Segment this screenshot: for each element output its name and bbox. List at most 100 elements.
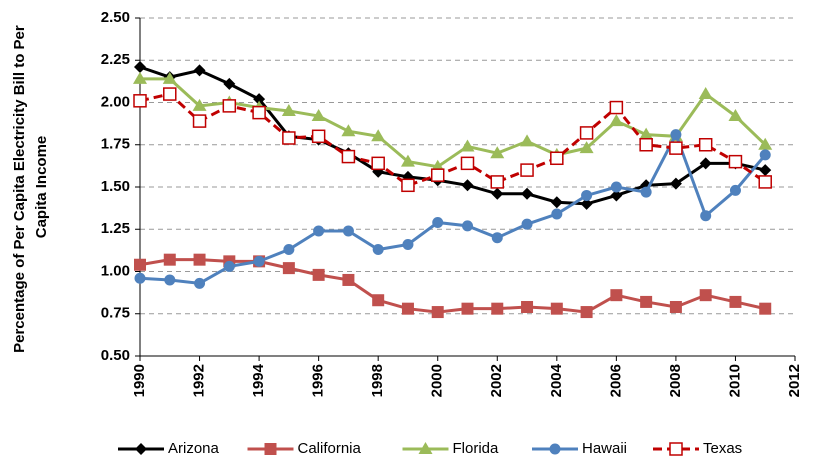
data-point	[162, 71, 177, 84]
x-tick-label: 2002	[488, 364, 505, 397]
series-line	[139, 92, 767, 187]
data-point	[460, 139, 475, 152]
data-point	[281, 103, 296, 116]
data-point	[580, 306, 593, 319]
data-point	[134, 61, 146, 74]
data-point	[491, 302, 504, 315]
data-point	[372, 244, 384, 256]
data-point	[729, 295, 742, 308]
data-point	[461, 302, 474, 315]
data-point	[550, 196, 563, 209]
data-point	[313, 225, 325, 237]
legend-label: Hawaii	[582, 440, 627, 457]
data-point	[521, 187, 534, 200]
data-point	[134, 272, 146, 284]
data-point	[700, 210, 712, 222]
data-point	[462, 220, 473, 232]
x-tick-label: 2010	[726, 364, 743, 397]
legend-marker	[669, 442, 683, 456]
data-point	[252, 105, 266, 120]
data-point	[133, 71, 147, 84]
series-line	[140, 77, 767, 169]
data-point	[698, 87, 713, 100]
data-point	[282, 262, 295, 275]
data-point	[610, 181, 622, 193]
data-point	[461, 179, 474, 192]
data-point	[431, 306, 444, 319]
y-tick-label: 2.25	[101, 51, 130, 68]
x-tick-label: 1998	[369, 364, 386, 397]
legend-label: California	[298, 440, 362, 457]
y-tick-label: 1.25	[101, 220, 130, 237]
data-point	[581, 189, 593, 201]
y-axis-label-line: Capita Income	[33, 136, 50, 239]
data-point	[609, 114, 624, 127]
data-point	[670, 129, 682, 141]
data-point	[430, 168, 445, 182]
y-tick-label: 0.50	[101, 347, 130, 364]
data-point	[580, 197, 593, 210]
data-point	[401, 302, 414, 315]
y-tick-label: 1.50	[101, 178, 130, 195]
data-point	[163, 87, 177, 101]
data-point	[311, 109, 326, 122]
x-tick-label: 1996	[310, 364, 327, 397]
data-point	[253, 93, 266, 106]
data-point	[610, 189, 623, 202]
data-point	[402, 238, 414, 250]
data-point	[312, 268, 325, 281]
x-tick-label: 2008	[667, 364, 684, 397]
data-point	[342, 273, 355, 286]
legend-marker	[135, 443, 147, 455]
data-point	[133, 94, 147, 108]
data-point	[639, 138, 653, 152]
data-point	[282, 131, 296, 145]
data-point	[223, 77, 236, 90]
data-point	[759, 302, 772, 315]
data-point	[520, 163, 534, 177]
data-point	[729, 184, 741, 196]
data-point	[759, 164, 772, 177]
data-point	[640, 186, 652, 198]
x-tick-label: 2012	[786, 364, 803, 397]
series-line	[139, 258, 766, 314]
y-axis-label-line: Percentage of Per Capita Electricity Bil…	[11, 25, 28, 353]
data-point	[609, 100, 624, 115]
data-point	[491, 187, 504, 200]
data-point	[640, 295, 653, 308]
data-point	[521, 300, 534, 313]
data-point	[758, 137, 773, 150]
data-point	[193, 64, 206, 77]
data-point	[491, 232, 503, 244]
legend-label: Texas	[703, 440, 742, 457]
x-tick-label: 1994	[250, 363, 267, 397]
data-point	[192, 114, 207, 128]
x-tick-label: 1992	[191, 364, 208, 397]
data-point	[759, 149, 771, 161]
series-line	[139, 130, 767, 285]
data-point	[728, 109, 743, 122]
data-point	[521, 218, 533, 230]
legend-label: Arizona	[168, 440, 220, 457]
data-point	[698, 138, 713, 152]
legend-marker	[549, 443, 561, 455]
y-tick-label: 1.75	[101, 136, 130, 153]
data-point	[490, 146, 505, 159]
data-point	[194, 277, 206, 289]
data-point	[134, 258, 146, 271]
data-point	[400, 154, 415, 167]
legend-label: Florida	[453, 440, 500, 457]
x-tick-label: 2000	[429, 364, 446, 397]
series-line	[139, 65, 766, 206]
data-point	[610, 289, 623, 302]
data-point	[223, 260, 235, 272]
data-point	[192, 98, 207, 111]
data-point	[460, 156, 475, 171]
x-tick-label: 2006	[607, 364, 624, 397]
data-point	[669, 177, 682, 190]
y-tick-label: 1.00	[101, 262, 130, 279]
data-point	[341, 124, 356, 137]
x-tick-label: 1990	[131, 364, 148, 397]
data-point	[699, 157, 712, 170]
